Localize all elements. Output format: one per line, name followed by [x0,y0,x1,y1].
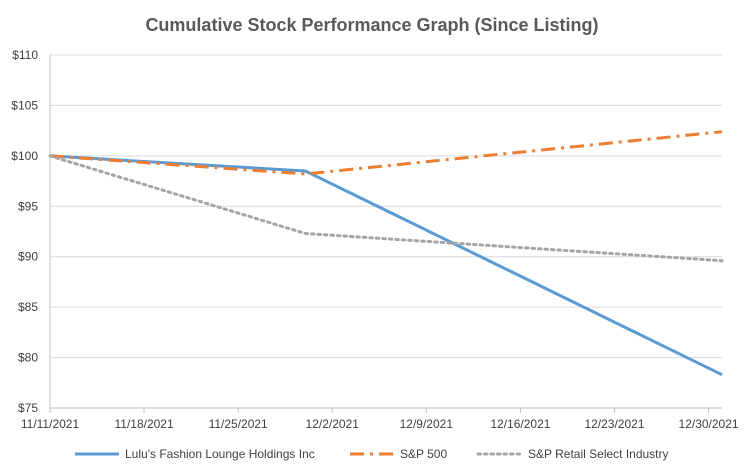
y-tick-label: $110 [12,48,38,62]
x-tick-labels: 11/11/2021 11/18/2021 11/25/2021 12/2/2021 1… [21,417,739,431]
legend-label-2: S&P 500 [400,447,447,461]
y-tick-label: $90 [18,250,38,264]
grid-lines [50,54,722,409]
series-line-2 [49,130,723,176]
y-tick-label: $75 [18,401,38,415]
series-line-1 [49,154,723,377]
series-lines [48,130,724,377]
y-tick-label: $100 [11,149,38,163]
x-tick-label: 11/18/2021 [114,417,173,431]
axes [49,55,722,413]
x-tick-label: 12/9/2021 [400,417,454,431]
y-tick-label: $95 [18,199,38,213]
legend: Lulu's Fashion Lounge Holdings Inc S&P 50… [75,447,669,461]
legend-label-1: Lulu's Fashion Lounge Holdings Inc [125,447,315,461]
chart-title: Cumulative Stock Performance Graph (Sinc… [145,15,598,35]
y-tick-label: $105 [11,98,38,112]
x-tick-label: 11/25/2021 [209,417,268,431]
x-tick-label: 11/11/2021 [21,417,80,431]
y-tick-label: $80 [18,351,38,365]
y-tick-labels: $75 $80 $85 $90 $95 $100 $105 $110 [11,48,38,415]
x-tick-label: 12/2/2021 [306,417,360,431]
x-tick-label: 12/23/2021 [584,417,644,431]
x-tick-label: 12/16/2021 [490,417,550,431]
y-tick-label: $85 [18,300,38,314]
legend-label-3: S&P Retail Select Industry [528,447,669,461]
x-tick-label: 12/30/2021 [679,417,739,431]
series-line-3 [48,154,724,263]
